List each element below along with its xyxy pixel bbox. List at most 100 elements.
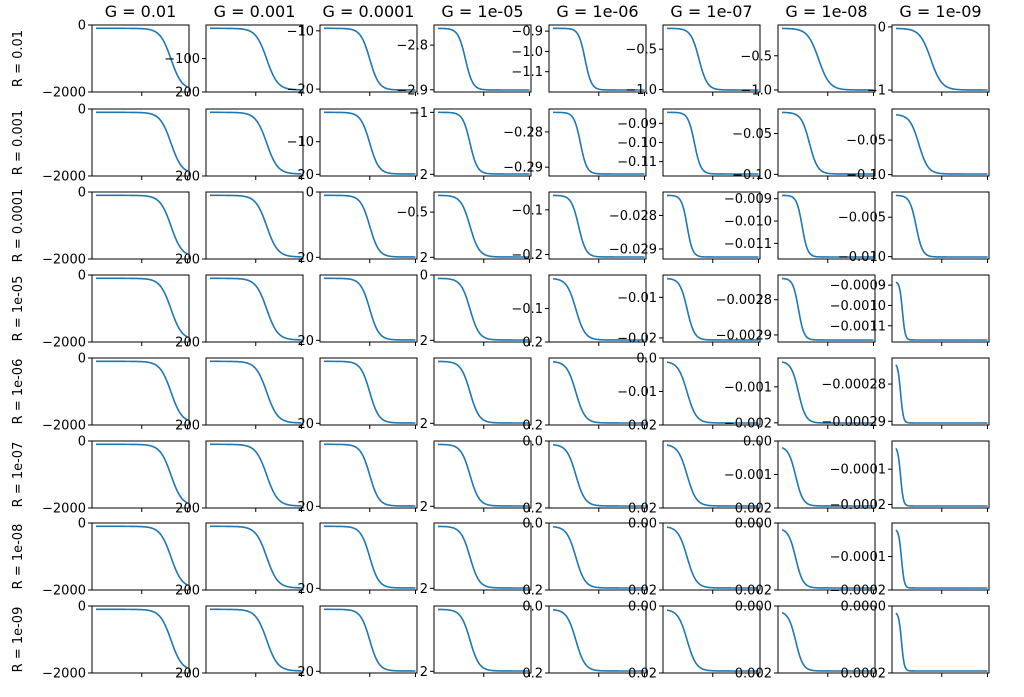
y-tick-label: 0.2 xyxy=(522,667,543,682)
y-tick-label: −0.0009 xyxy=(830,279,886,294)
y-tick-label: 2 xyxy=(420,417,428,432)
y-tick-label: 0.0 xyxy=(522,600,543,615)
y-tick-label: −0.00029 xyxy=(821,415,886,430)
axes-frame xyxy=(777,108,876,177)
series-line xyxy=(781,361,874,424)
series-line xyxy=(96,443,188,504)
series-line xyxy=(210,525,302,589)
axes-frame xyxy=(205,274,304,343)
y-tick-label: −0.01 xyxy=(617,291,657,306)
row-label: R = 1e-07 xyxy=(11,442,26,508)
axes-frame xyxy=(662,191,761,260)
series-line xyxy=(666,444,759,507)
series-line xyxy=(666,277,759,341)
y-tick-label: 200 xyxy=(175,419,200,434)
axes-frame xyxy=(91,357,190,426)
series-line xyxy=(210,27,302,91)
series-line xyxy=(552,443,645,507)
axes-frame xyxy=(777,357,876,426)
y-tick-label: 2 xyxy=(420,500,428,515)
series-line xyxy=(666,526,759,589)
series-line xyxy=(895,194,988,258)
y-tick-label: 0.2 xyxy=(522,336,543,351)
axes-frame xyxy=(891,24,990,93)
series-line xyxy=(96,277,188,338)
y-tick-label: 2 xyxy=(420,168,428,183)
row-label: R = 1e-08 xyxy=(11,524,26,590)
y-tick-label: 0.002 xyxy=(735,667,772,682)
y-tick-label: −0.029 xyxy=(609,242,657,257)
series-line xyxy=(781,528,874,589)
series-line xyxy=(437,608,530,672)
y-tick-label: −0.11 xyxy=(617,155,657,170)
column-title: G = 0.0001 xyxy=(323,2,415,21)
series-line xyxy=(210,608,302,672)
axes-frame xyxy=(891,440,990,509)
y-tick-label: −2.9 xyxy=(396,83,428,98)
y-tick-label: −0.0001 xyxy=(830,463,886,478)
row-label: R = 0.01 xyxy=(11,30,26,87)
y-tick-label: −0.05 xyxy=(846,134,886,149)
y-tick-label: 0.2 xyxy=(522,419,543,434)
y-tick-label: −2000 xyxy=(42,253,86,268)
y-tick-label: 2 xyxy=(420,334,428,349)
axes-frame xyxy=(205,108,304,177)
y-tick-label: 0 xyxy=(78,19,86,34)
y-tick-label: 20 xyxy=(297,251,314,266)
y-tick-label: −0.0001 xyxy=(830,550,886,565)
y-tick-label: −2000 xyxy=(42,419,86,434)
series-line xyxy=(324,608,416,672)
series-line xyxy=(96,111,188,172)
y-tick-label: −0.10 xyxy=(846,168,886,183)
column-title: G = 1e-06 xyxy=(556,2,638,21)
column-title: G = 1e-07 xyxy=(670,2,752,21)
y-tick-label: 20 xyxy=(297,417,314,432)
y-tick-label: −10 xyxy=(287,135,314,150)
y-tick-label: −0.0010 xyxy=(830,299,886,314)
axes-frame xyxy=(662,605,761,674)
axes-frame xyxy=(777,191,876,260)
series-line xyxy=(895,612,988,672)
y-tick-label: 0.000 xyxy=(735,600,772,615)
y-tick-label: −0.1 xyxy=(511,203,543,218)
axes-frame xyxy=(319,605,418,674)
y-tick-label: 0.00 xyxy=(628,517,657,532)
axes-frame xyxy=(433,274,532,343)
series-line xyxy=(437,194,530,258)
row-label: R = 0.001 xyxy=(11,110,26,175)
y-tick-label: 0 xyxy=(306,186,314,201)
series-line xyxy=(666,194,759,258)
axes-frame xyxy=(319,274,418,343)
series-line xyxy=(96,360,188,421)
axes-frame xyxy=(891,605,990,674)
y-tick-label: 20 xyxy=(297,665,314,680)
y-tick-label: 20 xyxy=(297,582,314,597)
y-tick-label: −0.010 xyxy=(838,250,886,265)
axes-frame xyxy=(433,440,532,509)
axes-frame xyxy=(777,274,876,343)
series-line xyxy=(895,448,988,507)
axes-frame xyxy=(777,605,876,674)
series-line xyxy=(552,277,645,341)
row-label: R = 1e-09 xyxy=(11,607,26,673)
y-tick-label: −0.10 xyxy=(617,136,657,151)
series-line xyxy=(895,529,988,589)
y-tick-label: 200 xyxy=(175,502,200,517)
y-tick-label: −0.5 xyxy=(396,206,428,221)
row-label: R = 1e-06 xyxy=(11,359,26,425)
axes-frame xyxy=(891,357,990,426)
axes-frame xyxy=(205,605,304,674)
y-tick-label: −0.9 xyxy=(511,25,543,40)
y-tick-label: 0.2 xyxy=(522,502,543,517)
y-tick-label: 200 xyxy=(175,667,200,682)
y-tick-label: 0.02 xyxy=(628,667,657,682)
axes-frame xyxy=(548,440,647,509)
y-tick-label: −0.00028 xyxy=(821,378,886,393)
series-line xyxy=(96,525,188,586)
y-tick-label: −0.001 xyxy=(724,380,772,395)
row-label: R = 1e-05 xyxy=(11,276,26,342)
y-tick-label: 0 xyxy=(878,20,886,35)
series-line xyxy=(781,194,874,258)
series-line xyxy=(324,525,416,589)
